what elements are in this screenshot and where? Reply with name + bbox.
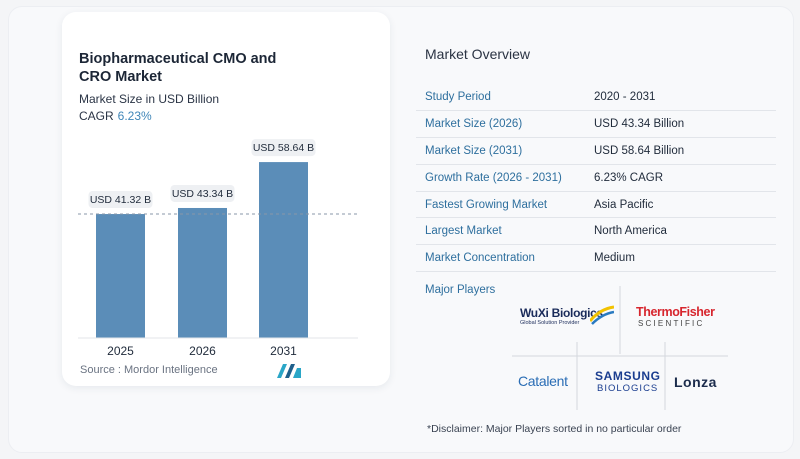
overview-value: 6.23% CAGR xyxy=(586,164,776,192)
overview-key: Study Period xyxy=(416,84,586,112)
x-tick-label: 2025 xyxy=(107,344,134,358)
x-tick-label: 2026 xyxy=(189,344,216,358)
overview-value: 2020 - 2031 xyxy=(586,84,776,112)
data-label: USD 41.32 B xyxy=(90,194,151,206)
bar xyxy=(259,162,308,338)
chart-title: Biopharmaceutical CMO and CRO Market xyxy=(79,51,277,85)
wuxi-name: WuXi Biologics xyxy=(520,306,603,320)
overview-row: Largest Market North America xyxy=(416,217,776,246)
lonza-logo: Lonza xyxy=(674,374,717,390)
overview-key: Market Size (2031) xyxy=(416,137,586,165)
disclaimer-text: *Disclaimer: Major Players sorted in no … xyxy=(427,423,682,435)
overview-row: Fastest Growing Market Asia Pacific xyxy=(416,191,776,219)
overview-row: Market Concentration Medium xyxy=(416,244,776,273)
overview-key: Fastest Growing Market xyxy=(416,191,586,219)
overview-row: Market Size (2026) USD 43.34 Billion xyxy=(416,110,776,139)
samsung-name: SAMSUNG xyxy=(595,369,661,383)
catalent-logo: Catalent xyxy=(518,373,568,389)
data-label: USD 58.64 B xyxy=(253,142,314,154)
players-title: Major Players xyxy=(425,284,496,296)
overview-value: USD 43.34 Billion xyxy=(586,110,776,139)
overview-value: North America xyxy=(586,217,776,246)
data-label-bg xyxy=(170,184,235,202)
data-label: USD 43.34 B xyxy=(172,188,233,200)
overview-title: Market Overview xyxy=(425,46,531,62)
cagr-line: CAGR 6.23% xyxy=(79,109,152,123)
overview-value: USD 58.64 Billion xyxy=(586,137,776,165)
overview-key: Market Size (2026) xyxy=(416,110,586,139)
wuxi-tagline: Global Solution Provider xyxy=(520,320,580,326)
overview-key: Largest Market xyxy=(416,217,586,246)
overview-row: Growth Rate (2026 - 2031) 6.23% CAGR xyxy=(416,164,776,192)
mordor-logo-icon xyxy=(277,364,301,378)
bar xyxy=(96,214,145,338)
data-label-bg xyxy=(88,191,153,209)
data-label-bg xyxy=(251,139,316,157)
bar-chart: USD 41.32 B 2025 USD 43.34 B 2026 USD 58.64 … xyxy=(78,139,358,358)
overview-value: Asia Pacific xyxy=(586,191,776,219)
overview-row: Study Period 2020 - 2031 xyxy=(416,84,776,112)
wuxi-swoosh-icon xyxy=(590,305,614,325)
thermo-name: ThermoFisher xyxy=(636,305,715,319)
samsung-sub: BIOLOGICS xyxy=(597,383,659,394)
overview-value: Medium xyxy=(586,244,776,273)
cagr-value: 6.23% xyxy=(117,109,152,123)
chart-subtitle: Market Size in USD Billion xyxy=(79,92,220,106)
bar xyxy=(178,207,227,338)
x-tick-label: 2031 xyxy=(270,344,297,358)
overview-row: Market Size (2031) USD 58.64 Billion xyxy=(416,137,776,165)
overview-table: Study Period 2020 - 2031 Market Size (2026… xyxy=(416,84,776,273)
overview-key: Market Concentration xyxy=(416,244,586,273)
cagr-label: CAGR xyxy=(79,109,114,123)
source-text: Source : Mordor Intelligence xyxy=(80,364,218,376)
overview-key: Growth Rate (2026 - 2031) xyxy=(416,164,586,192)
chart-card: Biopharmaceutical CMO and CRO Market Mar… xyxy=(62,12,390,386)
thermo-sub: SCIENTIFIC xyxy=(638,319,705,328)
